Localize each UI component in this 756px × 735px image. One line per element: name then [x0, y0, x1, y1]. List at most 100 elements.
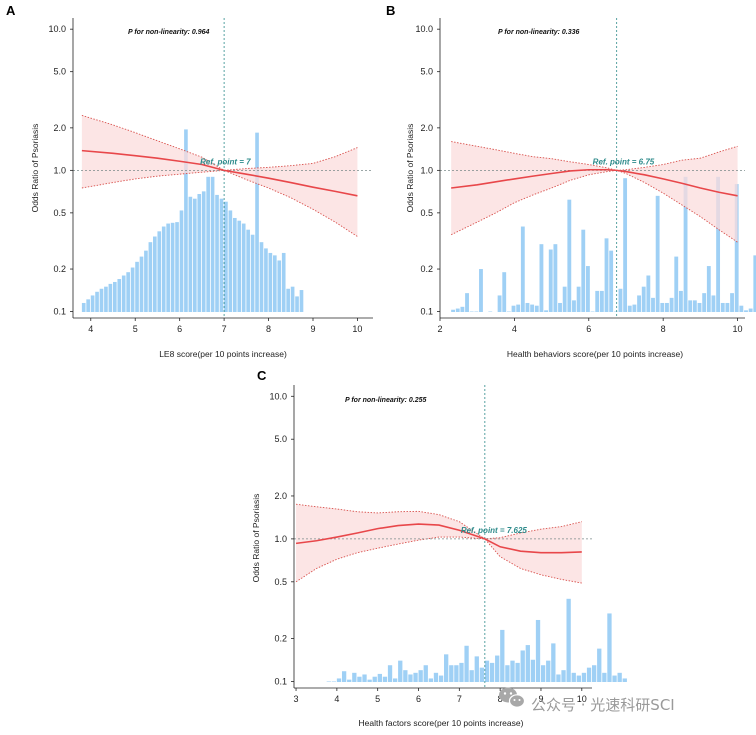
panel-b-hist-bar [688, 300, 693, 312]
panel-a-y-tick-label: 2.0 [53, 123, 66, 133]
panel-c-or-curve [295, 523, 582, 554]
panel-a-hist-bar [117, 279, 122, 312]
panel-b-hist-bar [544, 310, 548, 312]
panel-b-ref-label: Ref. point = 6.75 [593, 157, 655, 166]
panel-b-x-tick-label: 8 [661, 324, 666, 334]
panel-c-hist-bar [597, 648, 602, 682]
panel-b-hist-bar [692, 300, 697, 312]
panel-b-hist-bar [451, 309, 456, 312]
panel-a-hist-bar [241, 223, 246, 312]
panel-b-hist-bar [702, 293, 707, 312]
panel-c-hist-bar [398, 660, 403, 682]
panel-c-hist-bar [520, 650, 525, 682]
panel-b-hist-bar [734, 184, 739, 312]
panel-b-y-tick-label: 0.5 [420, 208, 433, 218]
panel-b-ci-band [451, 141, 738, 243]
panel-a-hist-bar [193, 198, 197, 312]
panel-c-x-tick-label: 8 [498, 694, 503, 704]
panel-c-hist-bar [474, 656, 479, 682]
panel-a-x-label: LE8 score(per 10 points increase) [159, 349, 287, 359]
panel-b-hist-bar [720, 302, 725, 312]
panel-c-hist-bar [617, 672, 622, 682]
panel-a-hist-bar [99, 288, 104, 312]
panel-a-hist-bar [273, 255, 277, 312]
panel-a-hist-bar [153, 236, 157, 312]
panel-a-hist-bar [233, 217, 237, 312]
panel-b-y-tick-label: 0.1 [420, 307, 433, 317]
panel-b-ci-lower [450, 169, 738, 243]
panel-c-x-tick-label: 9 [538, 694, 543, 704]
panel-c-hist-bar [540, 665, 546, 682]
panel-b-hist-bar [627, 305, 632, 312]
panel-b-plot-area: Ref. point = 6.75 0.1 0.2 0.5 1.0 2.0 5.0 10.0 2… [405, 18, 756, 359]
watermark: 公众号 · 光速科研SCI [499, 687, 675, 714]
panel-c-hist-bar [484, 660, 490, 682]
panel-c-hist-bar [438, 675, 444, 682]
panel-c-hist-bar [576, 675, 581, 682]
panel-b-hist-bar [716, 176, 721, 312]
panel-a-x-tick-label: 4 [88, 324, 93, 334]
panel-a: A Ref. point = 7 0.1 0.2 0.5 1.0 2.0 5.0 10.0 4 5… [6, 3, 373, 359]
panel-c-hist-bar [622, 678, 627, 682]
panel-c-x-label: Health factors score(per 10 points incre… [359, 718, 524, 728]
panel-a-hist-bar [130, 267, 135, 312]
panel-a-x-tick-label: 10 [352, 324, 362, 334]
panel-c-hist-bar [515, 662, 520, 682]
panel-c-hist-bar [510, 660, 515, 682]
panel-a-hist-bar [104, 286, 108, 312]
panel-c-hist-bar [581, 672, 587, 682]
panel-a-hist-bar [255, 132, 259, 312]
panel-c-hist-bar [362, 674, 367, 682]
panel-a-hist-bar [135, 261, 139, 312]
panel-a-y-label: Odds Ratio of Psoriasis [30, 124, 40, 213]
panel-a-x-tick-label: 8 [266, 324, 271, 334]
panel-b-hist-bar [711, 295, 716, 312]
panel-c-hist-bar [449, 665, 454, 682]
panel-a-hist-bar [95, 291, 99, 312]
panel-c-y-tick-label: 0.5 [274, 577, 287, 587]
panel-a-hist-bar [179, 210, 184, 312]
panel-b-hist-bar [553, 244, 558, 312]
panel-c-hist-bar [479, 667, 485, 682]
panel-a-letter: A [6, 3, 16, 18]
panel-a-hist-bar [139, 256, 144, 312]
panel-a-hist-bar [81, 302, 86, 312]
panel-a-p-label: P for non-linearity: 0.964 [128, 29, 210, 36]
panel-c-hist-bar [367, 679, 372, 682]
panel-a-hist-bar [126, 272, 130, 312]
panel-b-hist-bar [641, 286, 646, 312]
panel-c-hist-bar [556, 674, 561, 682]
panel-b-hist-bar [683, 176, 688, 312]
panel-c-hist-bar [392, 678, 398, 682]
panel-b-hist-bar [567, 199, 572, 312]
panel-b: B Ref. point = 6.75 0.1 0.2 0.5 1.0 2.0 5.0 10.… [386, 3, 756, 359]
panel-a-x-tick-label: 6 [177, 324, 182, 334]
panel-b-hist-bar [502, 272, 507, 312]
panel-c-hist-bar [571, 672, 576, 682]
panel-b-hist-bar [660, 302, 665, 312]
panel-b-hist-bar [599, 290, 604, 312]
wechat-icon [499, 687, 526, 708]
panel-a-hist-bar [113, 281, 117, 312]
panel-b-x-tick-label: 10 [733, 324, 743, 334]
panel-b-hist-bar [739, 305, 744, 312]
panel-a-hist-bar [299, 290, 304, 312]
panel-c-p-label: P for non-linearity: 0.255 [345, 397, 427, 404]
panel-c-hist-bar [408, 674, 413, 682]
panel-b-hist-bar [669, 297, 674, 312]
panel-a-hist-bar [166, 223, 170, 312]
panel-b-hist-bar [632, 304, 637, 312]
panel-c-x-tick-label: 4 [334, 694, 339, 704]
panel-a-x-tick-label: 7 [222, 324, 227, 334]
panel-c-hist-bar [352, 672, 357, 682]
panel-a-hist-bar [224, 201, 228, 312]
panel-b-hist-bar [595, 290, 600, 312]
panel-c-hist-bar [612, 675, 617, 682]
panel-b-hist-bar [534, 305, 539, 312]
panel-a-ci-band [81, 115, 358, 237]
panel-c-hist-bar [418, 670, 423, 682]
panel-b-p-label: P for non-linearity: 0.336 [498, 29, 580, 36]
panel-b-y-label: Odds Ratio of Psoriasis [405, 124, 415, 213]
panel-b-x-label: Health behaviors score(per 10 points inc… [507, 349, 683, 359]
